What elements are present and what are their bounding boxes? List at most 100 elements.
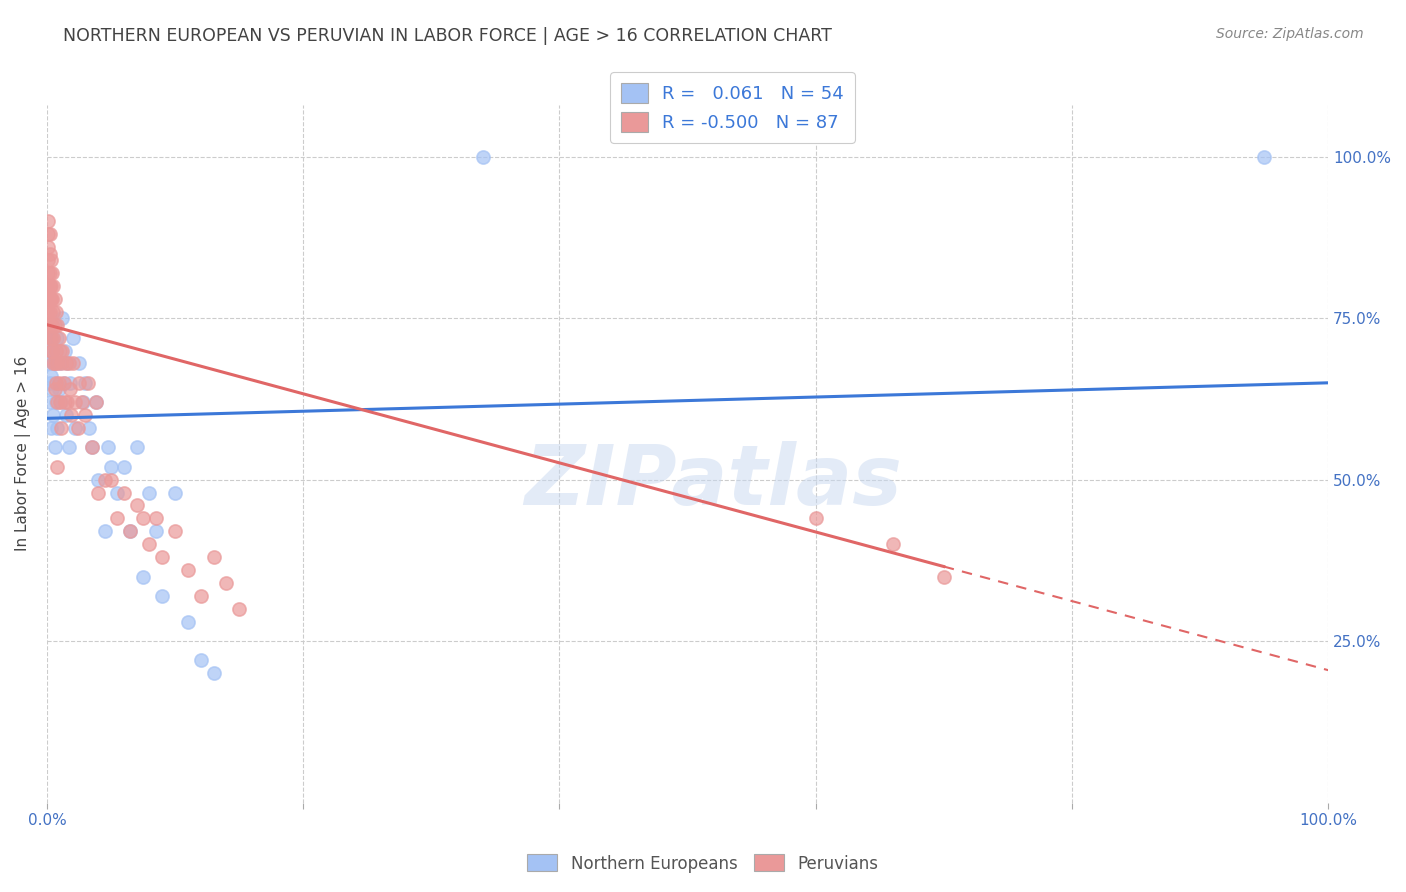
Point: [58, 441, 80, 455]
Point: [46, 459, 69, 474]
Point: [41, 318, 63, 332]
Point: [46, 356, 69, 370]
Point: [59, 382, 82, 396]
Point: [42, 356, 65, 370]
Point: [80, 441, 103, 455]
Point: [39, 330, 62, 344]
Point: [80, 441, 103, 455]
Point: [84, 395, 107, 409]
Point: [67, 376, 90, 390]
Point: [44, 376, 66, 390]
Point: [228, 602, 250, 616]
Point: [39, 330, 62, 344]
Point: [63, 395, 86, 409]
Point: [145, 511, 167, 525]
Point: [38, 318, 60, 332]
Point: [38, 227, 60, 242]
Point: [49, 395, 72, 409]
Point: [66, 421, 89, 435]
Point: [58, 356, 80, 370]
Point: [177, 563, 200, 577]
Point: [100, 459, 122, 474]
Point: [48, 376, 70, 390]
Point: [49, 356, 72, 370]
Point: [93, 524, 115, 539]
Point: [38, 292, 60, 306]
Point: [190, 589, 212, 603]
Point: [37, 356, 59, 370]
Point: [37, 318, 59, 332]
Point: [77, 421, 100, 435]
Point: [38, 330, 60, 344]
Point: [44, 441, 66, 455]
Point: [75, 408, 97, 422]
Point: [72, 395, 94, 409]
Point: [882, 537, 904, 551]
Point: [112, 485, 135, 500]
Point: [39, 292, 62, 306]
Point: [77, 376, 100, 390]
Point: [112, 459, 135, 474]
Text: ZIPatlas: ZIPatlas: [524, 442, 903, 522]
Point: [75, 376, 97, 390]
Point: [41, 343, 63, 358]
Point: [932, 569, 955, 583]
Point: [56, 356, 79, 370]
Point: [37, 279, 59, 293]
Point: [42, 279, 65, 293]
Point: [41, 382, 63, 396]
Point: [100, 473, 122, 487]
Point: [39, 318, 62, 332]
Point: [202, 550, 225, 565]
Point: [215, 576, 238, 591]
Point: [45, 343, 67, 358]
Point: [44, 318, 66, 332]
Point: [49, 343, 72, 358]
Point: [44, 292, 66, 306]
Point: [38, 279, 60, 293]
Point: [51, 343, 73, 358]
Point: [55, 356, 77, 370]
Point: [120, 524, 142, 539]
Point: [37, 227, 59, 242]
Point: [51, 311, 73, 326]
Point: [46, 421, 69, 435]
Point: [45, 305, 67, 319]
Point: [37, 305, 59, 319]
Point: [165, 485, 187, 500]
Point: [84, 395, 107, 409]
Point: [150, 589, 173, 603]
Legend: R =   0.061   N = 54, R = -0.500   N = 87: R = 0.061 N = 54, R = -0.500 N = 87: [610, 72, 855, 143]
Point: [62, 356, 84, 370]
Point: [107, 511, 129, 525]
Point: [46, 318, 69, 332]
Point: [37, 253, 59, 268]
Point: [42, 356, 65, 370]
Point: [38, 305, 60, 319]
Point: [138, 537, 160, 551]
Point: [53, 395, 76, 409]
Point: [471, 150, 494, 164]
Point: [67, 356, 90, 370]
Point: [59, 376, 82, 390]
Point: [41, 292, 63, 306]
Point: [125, 441, 148, 455]
Point: [48, 382, 70, 396]
Point: [41, 266, 63, 280]
Point: [62, 330, 84, 344]
Point: [52, 376, 75, 390]
Point: [56, 395, 79, 409]
Point: [55, 408, 77, 422]
Legend: Northern Europeans, Peruvians: Northern Europeans, Peruvians: [520, 847, 886, 880]
Point: [150, 550, 173, 565]
Y-axis label: In Labor Force | Age > 16: In Labor Force | Age > 16: [15, 356, 31, 551]
Point: [45, 395, 67, 409]
Point: [39, 253, 62, 268]
Point: [44, 382, 66, 396]
Point: [42, 408, 65, 422]
Point: [49, 356, 72, 370]
Point: [39, 279, 62, 293]
Point: [39, 369, 62, 384]
Point: [42, 330, 65, 344]
Point: [41, 343, 63, 358]
